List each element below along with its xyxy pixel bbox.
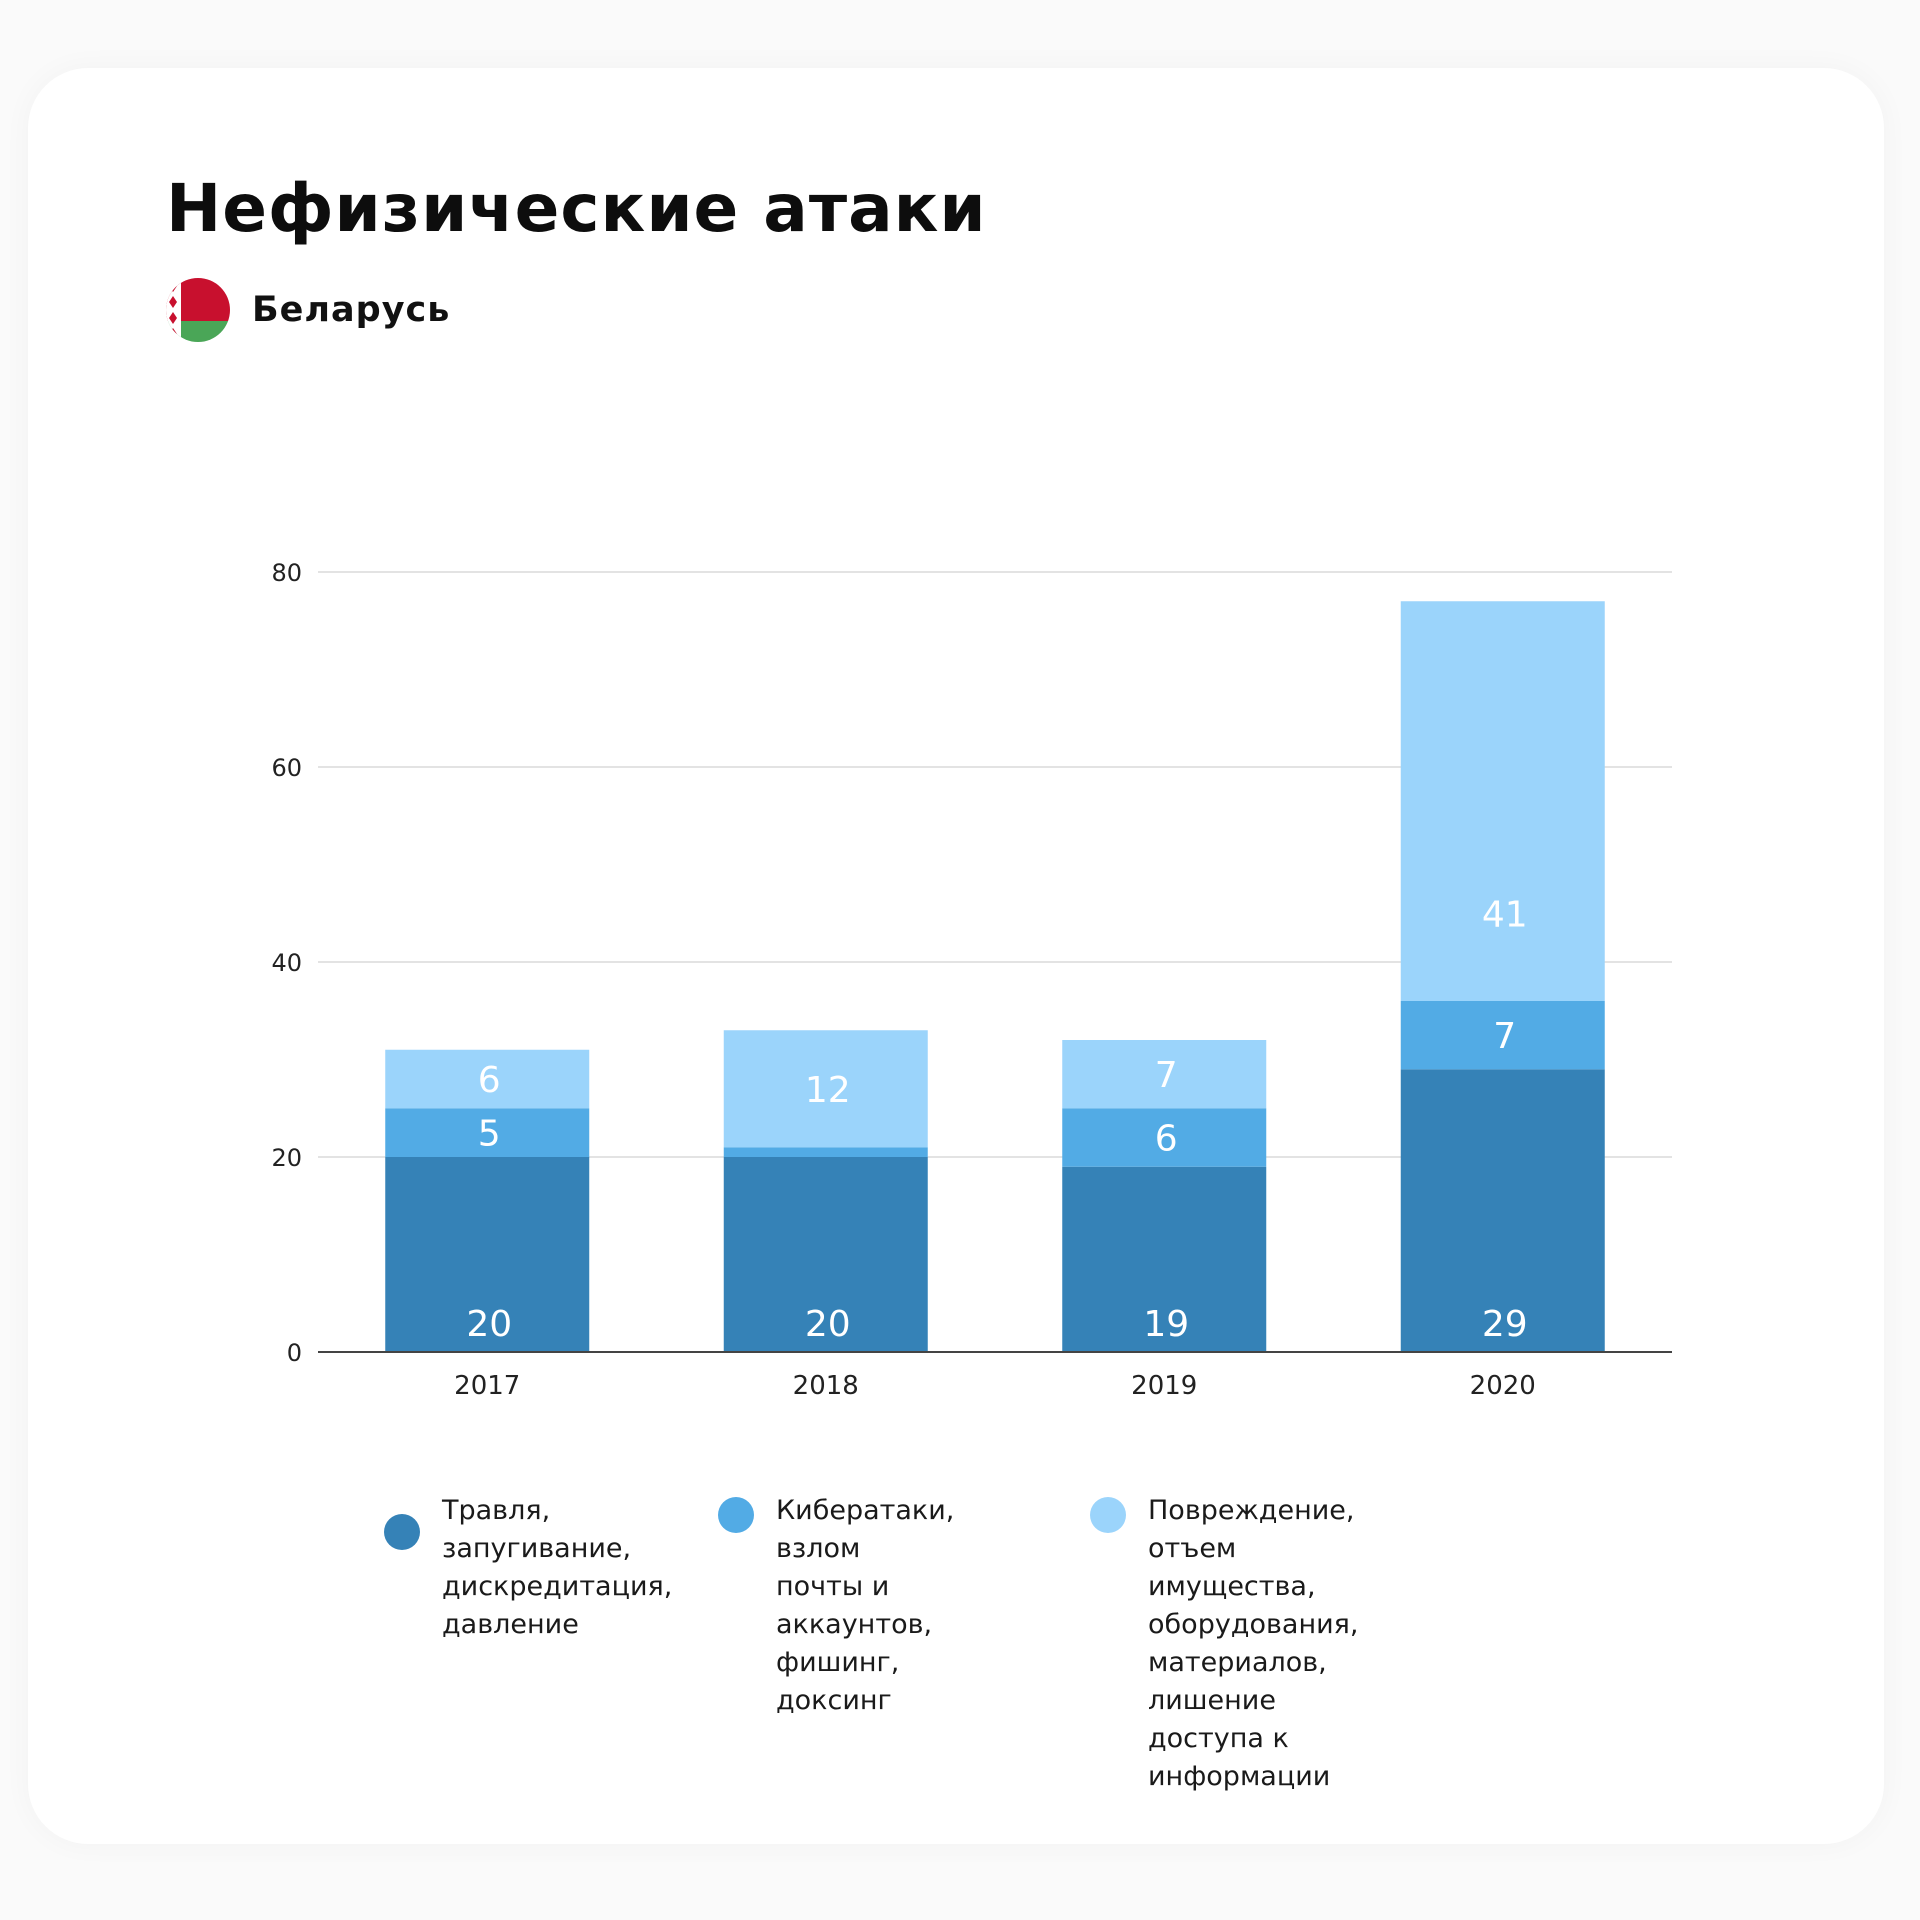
bar-segment bbox=[385, 1049, 590, 1109]
bar-segment bbox=[1400, 601, 1605, 1001]
data-label: 41 bbox=[1482, 895, 1528, 936]
y-tick-label: 60 bbox=[271, 754, 302, 782]
legend-dot-light bbox=[1090, 1497, 1126, 1533]
y-tick-label: 0 bbox=[287, 1339, 302, 1367]
bar-segment bbox=[1062, 1108, 1267, 1167]
y-tick-label: 80 bbox=[271, 559, 302, 587]
bar-segment bbox=[1400, 1069, 1605, 1352]
data-label: 19 bbox=[1143, 1304, 1189, 1345]
data-label: 6 bbox=[1155, 1119, 1178, 1160]
data-label: 20 bbox=[805, 1304, 851, 1345]
bar-segment bbox=[1400, 1001, 1605, 1070]
bar-segment bbox=[385, 1157, 590, 1352]
y-tick-label: 20 bbox=[271, 1144, 302, 1172]
legend-label-cyberattacks: Кибератаки, взлом почты и аккаунтов, фиш… bbox=[776, 1495, 955, 1716]
legend-label-harassment: Травля, запугивание, дискредитация, давл… bbox=[442, 1495, 673, 1640]
country-label: Беларусь bbox=[166, 278, 450, 342]
data-label: 5 bbox=[478, 1114, 501, 1155]
bar-segment bbox=[723, 1157, 928, 1352]
data-label: 7 bbox=[1155, 1055, 1178, 1096]
x-tick-label: 2017 bbox=[454, 1371, 520, 1401]
country-name: Беларусь bbox=[252, 290, 451, 330]
data-label: 6 bbox=[478, 1060, 501, 1101]
x-tick-label: 2018 bbox=[793, 1371, 859, 1401]
legend-dot-dark bbox=[384, 1514, 420, 1550]
stacked-bar-chart: 0 20 40 60 80 20 5 6 2017 20 12 2018 19 6 7 2019 29 7 41 20… bbox=[271, 559, 1672, 1401]
legend-dot-mid bbox=[718, 1497, 754, 1533]
bar-segment bbox=[1062, 1040, 1267, 1109]
chart-title: Нефизические атаки bbox=[166, 170, 987, 247]
legend-item-cyberattacks: Кибератаки, взлом почты и аккаунтов, фиш… bbox=[718, 1492, 954, 1720]
legend-item-property-damage: Повреждение, отъем имущества, оборудован… bbox=[1090, 1492, 1358, 1796]
x-tick-label: 2019 bbox=[1131, 1371, 1197, 1401]
data-label: 20 bbox=[466, 1304, 512, 1345]
belarus-flag-icon bbox=[166, 278, 230, 342]
data-label: 29 bbox=[1482, 1304, 1528, 1345]
x-tick-label: 2020 bbox=[1470, 1371, 1536, 1401]
y-tick-label: 40 bbox=[271, 949, 302, 977]
data-label: 12 bbox=[805, 1070, 851, 1111]
bar-segment bbox=[723, 1147, 928, 1157]
data-label: 7 bbox=[1493, 1016, 1516, 1057]
legend-label-property-damage: Повреждение, отъем имущества, оборудован… bbox=[1148, 1495, 1359, 1792]
bar-segment bbox=[385, 1108, 590, 1157]
bar-segment bbox=[1062, 1166, 1267, 1352]
legend-item-harassment: Травля, запугивание, дискредитация, давл… bbox=[384, 1492, 672, 1644]
bar-segment bbox=[723, 1030, 928, 1148]
